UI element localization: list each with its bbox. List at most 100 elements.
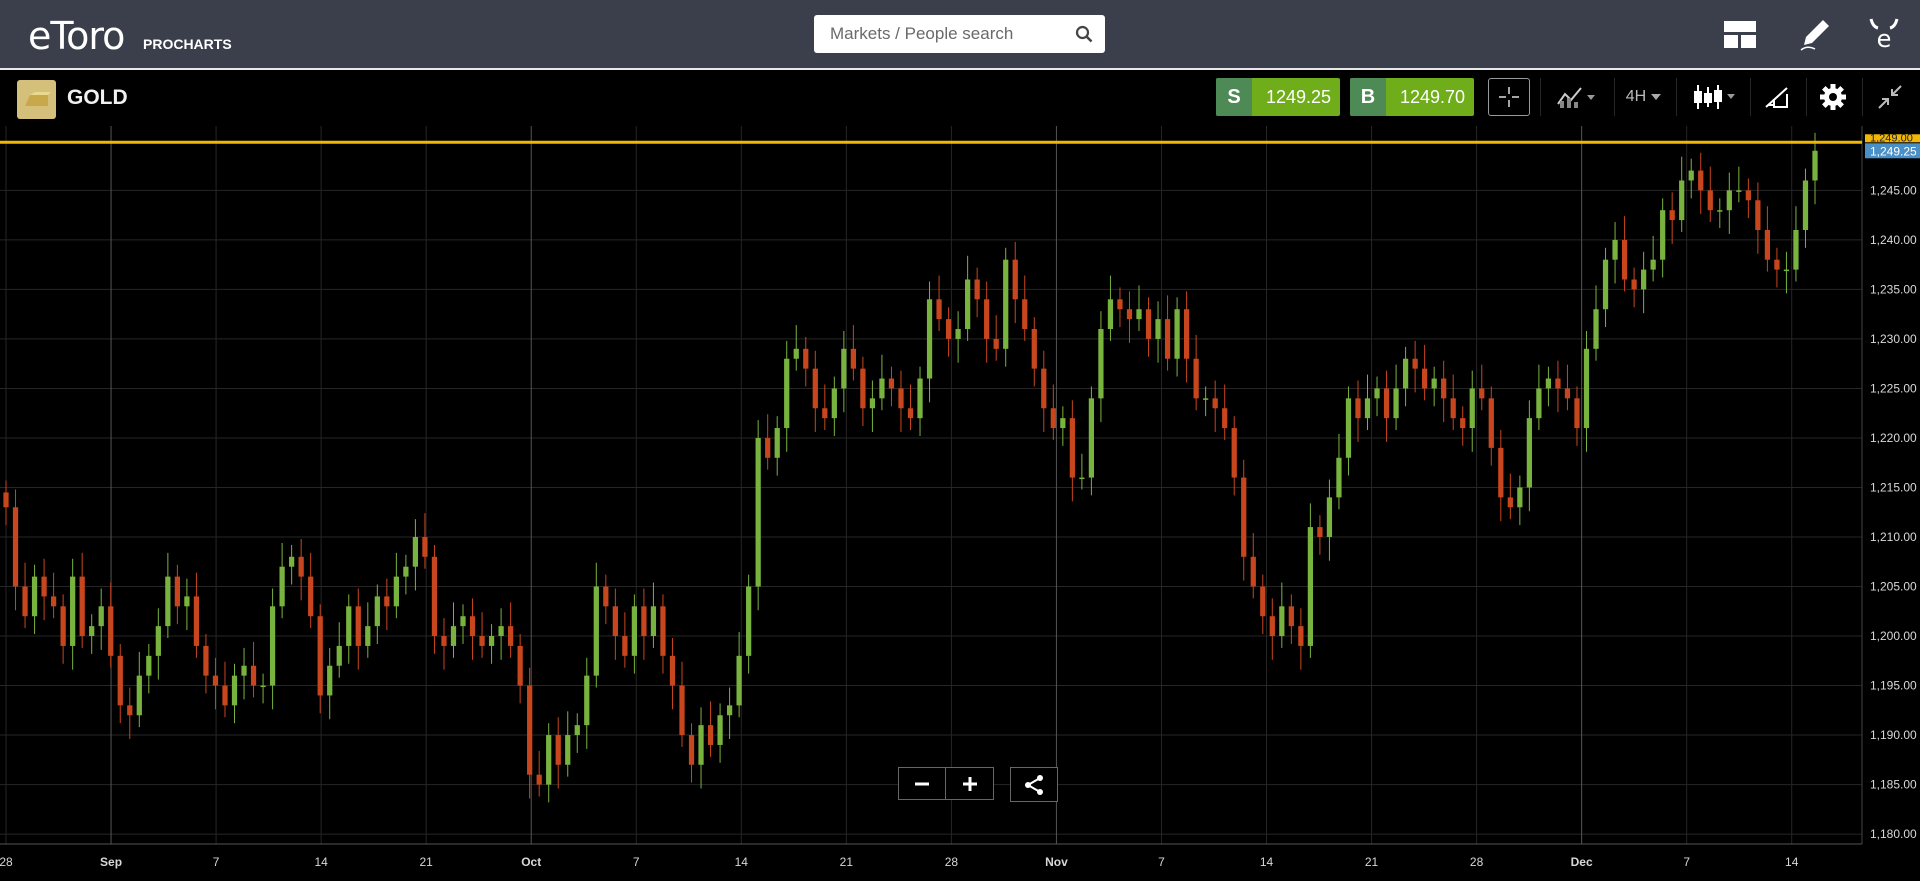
settings-button[interactable] — [1814, 78, 1852, 116]
candle-body — [308, 576, 314, 617]
candle-body — [831, 388, 837, 419]
y-tick-label: 1,200.00 — [1870, 629, 1917, 643]
candle-body — [298, 556, 304, 577]
candle-body — [1317, 527, 1323, 537]
candle-body — [517, 645, 523, 686]
candle-body — [536, 774, 542, 785]
timeframe-label: 4H — [1625, 88, 1647, 105]
candle-body — [917, 378, 923, 419]
y-tick-label: 1,235.00 — [1870, 282, 1917, 296]
candle-body — [1307, 527, 1314, 646]
candle-body — [1660, 210, 1666, 260]
candle-body — [746, 586, 752, 656]
candle-body — [384, 596, 390, 607]
candle-body — [1383, 388, 1390, 419]
candle-body — [127, 705, 133, 716]
x-tick-label: Sep — [100, 855, 122, 869]
y-tick-label: 1,215.00 — [1870, 480, 1917, 494]
market-search[interactable] — [814, 15, 1105, 53]
etoro-profile-icon[interactable]: e — [1864, 14, 1904, 54]
chart-type-button[interactable] — [1684, 78, 1744, 116]
candle-body — [3, 492, 9, 508]
candle-body — [479, 636, 485, 646]
candle-body — [260, 685, 266, 688]
candle-body — [679, 685, 685, 736]
sell-label: S — [1216, 78, 1252, 116]
pencil-icon[interactable] — [1795, 14, 1835, 54]
resistance-label-bg — [1865, 134, 1920, 143]
candle-body — [1593, 309, 1599, 349]
candle-body — [641, 606, 647, 637]
candle-body — [1145, 309, 1152, 339]
candle-body — [1783, 269, 1790, 272]
candle-body — [1222, 408, 1228, 429]
y-tick-label: 1,205.00 — [1870, 580, 1917, 594]
price-chart[interactable]: 1,180.00 1,185.00 1,190.00 1,195.00 1,200.00… — [0, 126, 1920, 876]
sell-button[interactable]: S 1249.25 — [1216, 78, 1340, 116]
candlestick-chart[interactable]: 1,180.00 1,185.00 1,190.00 1,195.00 1,200.00… — [0, 126, 1920, 876]
candle-body — [50, 596, 57, 607]
chart-toolbar — [0, 70, 1920, 126]
svg-text:e: e — [1877, 25, 1892, 53]
candle-body — [698, 725, 704, 765]
indicators-button[interactable] — [1548, 78, 1606, 116]
toolbar-divider — [1750, 78, 1751, 116]
candle-body — [527, 685, 533, 775]
candle-body — [250, 665, 257, 686]
candle-body — [841, 348, 847, 389]
timeframe-button[interactable]: 4H — [1620, 78, 1668, 116]
zoom-out-button[interactable] — [898, 767, 946, 800]
candle-body — [945, 319, 952, 339]
y-tick-label: 1,220.00 — [1870, 431, 1917, 445]
candle-body — [955, 329, 961, 339]
candle-body — [1203, 398, 1209, 400]
toolbar-divider — [1676, 78, 1677, 116]
y-tick-label: 1,230.00 — [1870, 332, 1917, 346]
y-tick-label: 1,210.00 — [1870, 530, 1917, 544]
candle-body — [469, 616, 476, 637]
candle-body — [1621, 239, 1628, 280]
candle-body — [1355, 398, 1361, 419]
candle-body — [1069, 418, 1075, 478]
candle-body — [1488, 398, 1494, 448]
candle-body — [1155, 319, 1161, 339]
candle-body — [393, 576, 399, 607]
x-tick-label: 7 — [213, 855, 220, 869]
buy-label: B — [1350, 78, 1386, 116]
candle-body — [1374, 388, 1380, 399]
candle-body — [1298, 626, 1304, 646]
crosshair-button[interactable] — [1488, 78, 1530, 116]
header-divider — [0, 68, 1920, 70]
chevron-down-icon — [1651, 94, 1662, 100]
candle-body — [89, 626, 95, 637]
collapse-button[interactable] — [1870, 78, 1910, 116]
search-input[interactable] — [828, 15, 1072, 53]
candle-body — [60, 606, 66, 646]
candle-body — [660, 606, 666, 656]
candle-body — [1212, 398, 1218, 409]
zoom-in-button[interactable] — [946, 767, 994, 800]
candle-body — [1536, 388, 1542, 419]
candle-body — [850, 348, 856, 369]
x-tick-label: 14 — [735, 855, 749, 869]
candle-body — [136, 675, 142, 716]
layout-icon[interactable] — [1720, 14, 1760, 54]
candle-body — [765, 437, 771, 458]
candle-body — [965, 279, 971, 330]
candle-body — [184, 596, 190, 607]
candle-body — [412, 536, 419, 567]
candle-body — [1288, 606, 1294, 627]
drawing-tools-button[interactable] — [1758, 78, 1796, 116]
buy-button[interactable]: B 1249.70 — [1350, 78, 1474, 116]
candle-body — [860, 368, 866, 409]
candle-body — [1707, 190, 1713, 211]
candle-body — [1479, 388, 1485, 399]
candle-body — [1431, 378, 1437, 389]
candle-body — [1764, 229, 1771, 260]
etoro-logo[interactable]: eToro — [28, 14, 125, 58]
share-button[interactable] — [1010, 767, 1058, 802]
candle-body — [1012, 259, 1018, 300]
candle-body — [174, 576, 180, 607]
search-icon[interactable] — [1075, 25, 1093, 43]
candle-body — [1022, 299, 1028, 330]
